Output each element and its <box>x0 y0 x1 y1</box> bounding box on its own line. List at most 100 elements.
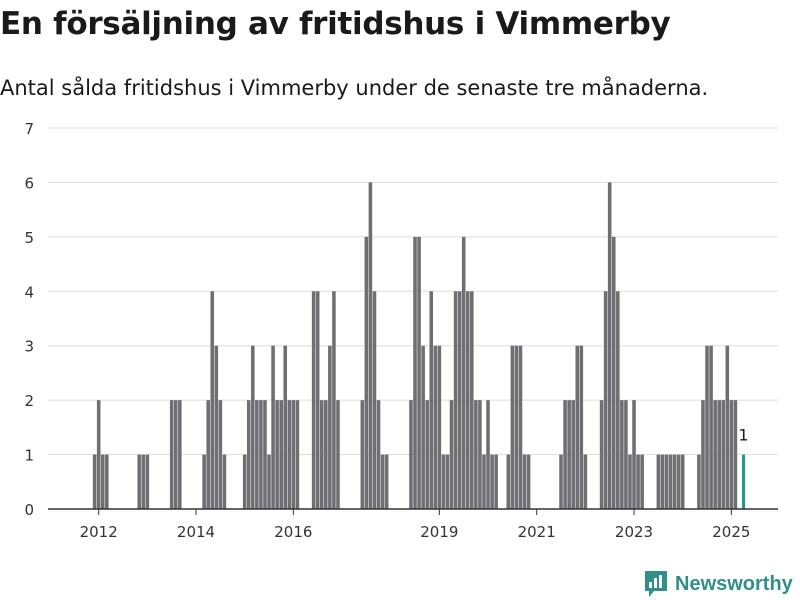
bar <box>279 400 283 509</box>
bar <box>421 345 425 509</box>
bar <box>636 454 640 509</box>
bar <box>721 400 726 509</box>
bar <box>668 454 673 509</box>
bar <box>563 400 567 509</box>
data-labels: 1 <box>738 426 748 445</box>
bar <box>697 454 701 509</box>
x-tick-label: 2016 <box>274 523 312 541</box>
bar <box>709 345 713 509</box>
bar <box>141 454 146 509</box>
bar <box>409 400 413 509</box>
bar <box>315 291 320 509</box>
bar <box>311 291 316 509</box>
bar <box>449 400 454 509</box>
y-tick-label: 1 <box>24 447 34 465</box>
y-tick-label: 0 <box>24 501 34 519</box>
bar <box>202 454 206 509</box>
bar <box>437 345 442 509</box>
bar <box>364 236 369 509</box>
bar <box>660 454 665 509</box>
bar <box>441 454 446 509</box>
bar <box>567 400 571 509</box>
grid-lines <box>48 127 778 456</box>
bar <box>583 454 588 509</box>
x-tick-label: 2014 <box>177 523 215 541</box>
x-tick-label: 2021 <box>518 523 556 541</box>
bar <box>461 236 466 509</box>
bar <box>206 400 210 509</box>
bar <box>486 400 490 509</box>
bar <box>100 454 105 509</box>
y-tick-label: 2 <box>24 392 34 410</box>
page-title: En försäljning av fritidshus i Vimmerby <box>0 6 671 42</box>
bars <box>92 182 746 509</box>
bar <box>368 182 373 509</box>
y-tick-label: 7 <box>24 120 34 138</box>
bar <box>263 400 267 509</box>
bar <box>332 291 336 509</box>
bar <box>283 345 288 509</box>
bar <box>616 291 620 509</box>
bar <box>295 400 300 509</box>
bar <box>514 345 519 509</box>
bar <box>607 182 612 509</box>
bar <box>453 291 458 509</box>
bar <box>518 345 523 509</box>
bar <box>579 345 584 509</box>
y-axis-ticks: 0 1 2 3 4 5 6 7 <box>24 120 34 519</box>
x-tick-label: 2012 <box>80 523 118 541</box>
bar <box>425 400 429 509</box>
bar <box>384 454 389 509</box>
bar <box>173 400 178 509</box>
y-tick-label: 3 <box>24 338 34 356</box>
y-tick-label: 4 <box>24 283 34 301</box>
bar-chart: 0 1 2 3 4 5 6 7 2012 2014 2016 2019 2021 2023 2025 1 <box>24 120 778 541</box>
y-tick-label: 6 <box>24 174 34 192</box>
bar <box>640 454 644 509</box>
bar <box>178 400 182 509</box>
bar <box>291 400 296 509</box>
bar <box>725 345 730 509</box>
bar <box>96 400 101 509</box>
bar <box>267 454 271 509</box>
bar <box>559 454 563 509</box>
bar <box>465 291 470 509</box>
brand-name: Newsworthy <box>675 572 793 595</box>
bar <box>413 236 417 509</box>
bar <box>701 400 705 509</box>
bar <box>105 454 109 509</box>
bar <box>372 291 377 509</box>
bar <box>457 291 462 509</box>
bar <box>92 454 97 509</box>
bar <box>376 400 381 509</box>
bar <box>417 236 421 509</box>
bar <box>526 454 531 509</box>
bar <box>210 291 215 509</box>
bar <box>490 454 494 509</box>
newsworthy-logo: Newsworthy <box>643 568 793 600</box>
bar <box>242 454 247 509</box>
bar <box>474 400 478 509</box>
bar <box>445 454 450 509</box>
bar <box>214 345 219 509</box>
bar <box>255 400 259 509</box>
x-tick-label: 2025 <box>712 523 750 541</box>
bar <box>717 400 721 509</box>
bar <box>328 345 332 509</box>
bar <box>611 236 616 509</box>
bar <box>360 400 365 509</box>
bar <box>729 400 734 509</box>
bar <box>222 454 227 509</box>
page-subtitle: Antal sålda fritidshus i Vimmerby under … <box>0 76 709 100</box>
bar <box>169 400 174 509</box>
bar <box>656 454 661 509</box>
bar <box>246 400 251 509</box>
bar <box>324 400 328 509</box>
bar <box>676 454 681 509</box>
bar <box>506 454 511 509</box>
bar <box>733 400 738 509</box>
newsworthy-logo-icon <box>645 571 667 597</box>
bar <box>251 345 255 509</box>
bar <box>271 345 275 509</box>
x-axis: 2012 2014 2016 2019 2021 2023 2025 <box>48 508 778 541</box>
